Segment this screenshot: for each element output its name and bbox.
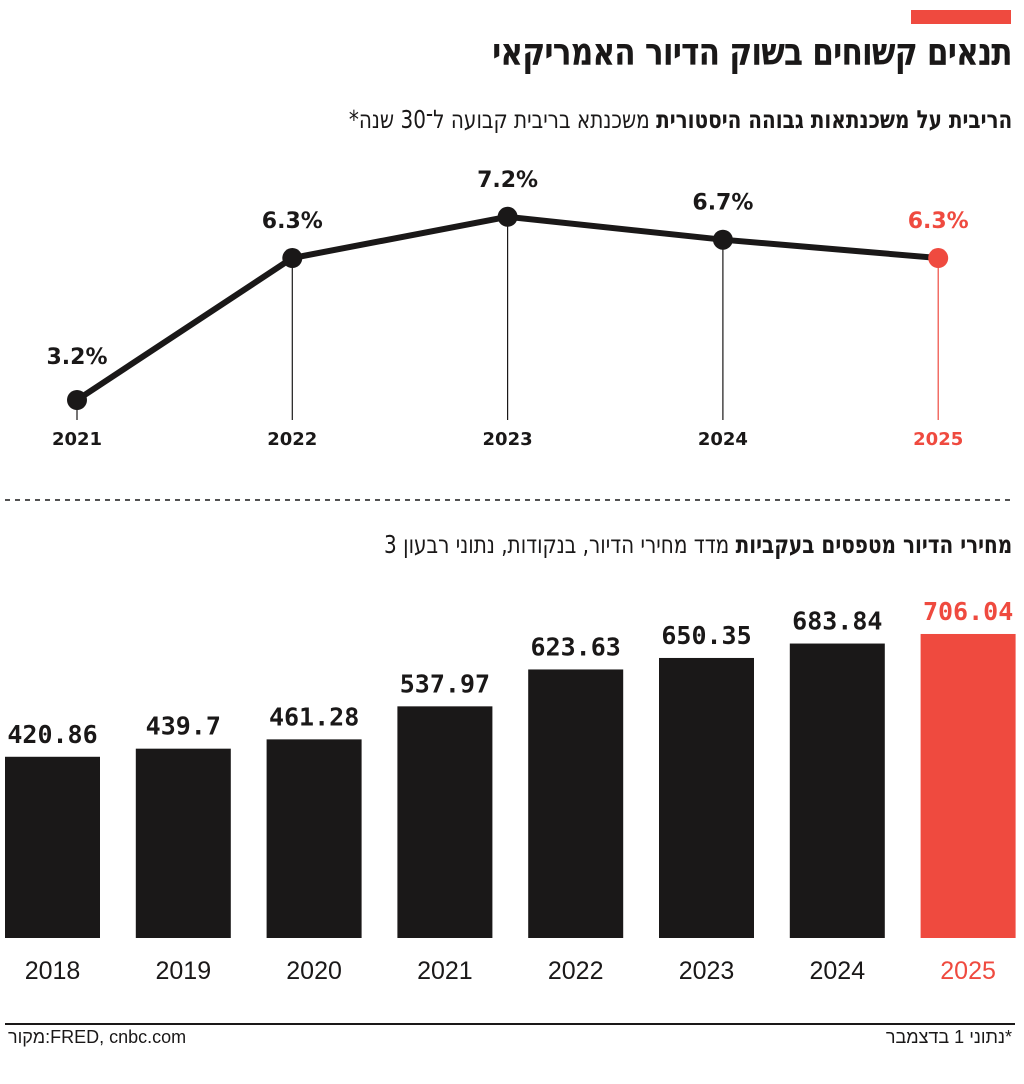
data-point <box>497 206 518 227</box>
bar-chart-title: מחירי הדיור מטפסים בעקביות <box>735 530 1012 559</box>
page-title: תנאים קשוחים בשוק הדיור האמריקאי <box>492 30 1012 74</box>
bar <box>397 706 493 938</box>
x-tick-label: 2021 <box>417 957 473 985</box>
accent-bar <box>911 10 1011 24</box>
data-point <box>282 248 303 269</box>
bar-value-label: 420.86 <box>7 720 97 749</box>
bar-value-label: 439.7 <box>146 712 221 741</box>
bar-chart-desc: מדד מחירי הדיור, בנקודות, נתוני רבעון 3 <box>383 530 729 559</box>
x-tick-label: 2024 <box>809 957 865 985</box>
bar <box>5 756 100 938</box>
bar-value-label: 650.35 <box>661 621 751 650</box>
data-point <box>67 390 87 410</box>
x-tick-label: 2021 <box>52 429 102 450</box>
bar <box>528 669 624 938</box>
bar-value-label: 623.63 <box>531 632 621 661</box>
bar-value-label: 683.84 <box>792 607 882 636</box>
x-tick-label: 2018 <box>25 957 81 985</box>
line-chart-title: הריבית על משכנתאות גבוהה היסטורית <box>655 105 1012 134</box>
bar <box>659 657 754 938</box>
line-chart-desc: משכנתא בריבית קבועה ל־30 שנה* <box>348 105 650 134</box>
data-label: 7.2% <box>477 168 538 193</box>
bar-value-label: 461.28 <box>269 702 359 731</box>
line-chart-subtitle: הריבית על משכנתאות גבוהה היסטורית משכנתא… <box>349 105 1012 134</box>
x-tick-label: 2024 <box>698 429 748 450</box>
data-point <box>928 248 949 269</box>
bar <box>920 633 1016 938</box>
bar-chart-subtitle: מחירי הדיור מטפסים בעקביות מדד מחירי הדי… <box>384 530 1012 559</box>
data-label: 6.7% <box>692 191 753 216</box>
bar <box>266 739 362 938</box>
x-tick-label: 2025 <box>940 957 996 985</box>
x-tick-label: 2022 <box>267 429 317 450</box>
footnote: *נתוני 1 בדצמבר <box>885 1027 1012 1047</box>
bar-value-label: 537.97 <box>400 669 490 698</box>
source-note: מקור:FRED, cnbc.com <box>8 1027 187 1047</box>
x-tick-label: 2019 <box>155 957 211 985</box>
x-tick-label: 2025 <box>913 429 963 450</box>
x-tick-label: 2023 <box>679 957 735 985</box>
bar <box>789 643 885 938</box>
data-label: 6.3% <box>908 209 969 234</box>
data-point <box>712 229 733 250</box>
data-label: 3.2% <box>46 345 107 370</box>
x-tick-label: 2022 <box>548 957 604 985</box>
data-label: 6.3% <box>262 209 323 234</box>
x-tick-label: 2023 <box>483 429 533 450</box>
bar <box>135 748 231 938</box>
x-tick-label: 2020 <box>286 957 342 985</box>
bar-value-label: 706.04 <box>923 597 1013 626</box>
